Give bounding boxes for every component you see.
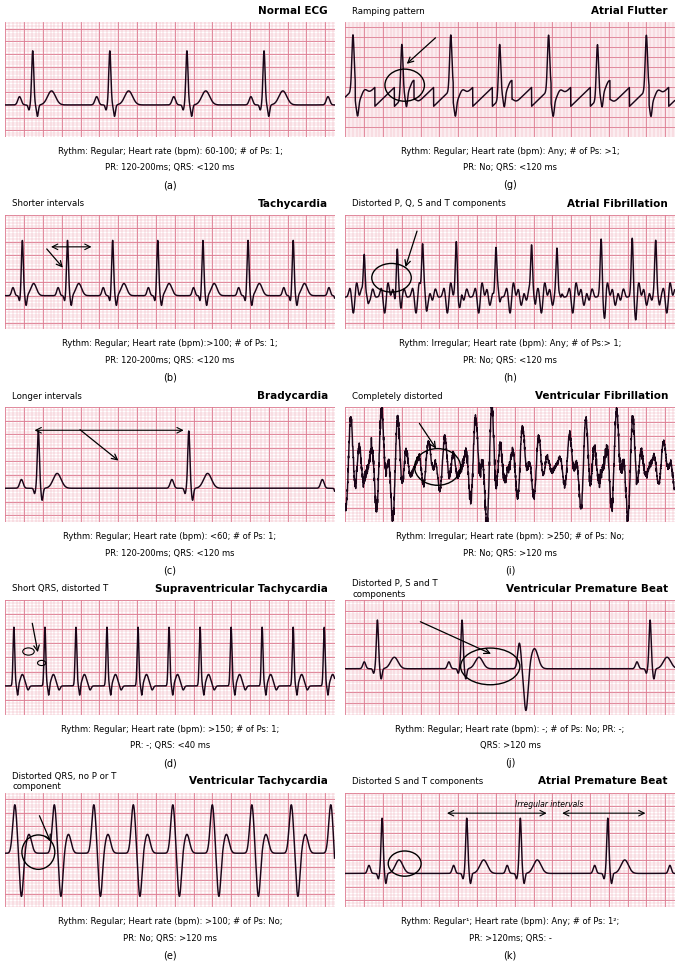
Text: (h): (h) (503, 373, 517, 383)
Text: Bradycardia: Bradycardia (257, 391, 328, 402)
Text: (j): (j) (505, 758, 515, 768)
Text: QRS: >120 ms: QRS: >120 ms (479, 742, 541, 750)
Text: Rythm: Regular; Heart rate (bpm): <60; # of Ps: 1;: Rythm: Regular; Heart rate (bpm): <60; #… (63, 532, 277, 541)
Text: Ventricular Tachycardia: Ventricular Tachycardia (189, 776, 328, 787)
Text: Rythm: Irregular; Heart rate (bpm): >250; # of Ps: No;: Rythm: Irregular; Heart rate (bpm): >250… (396, 532, 624, 541)
Text: Longer intervals: Longer intervals (12, 392, 82, 401)
Text: PR: -; QRS: <40 ms: PR: -; QRS: <40 ms (130, 742, 210, 750)
Text: (b): (b) (163, 373, 177, 383)
Text: (i): (i) (505, 565, 515, 576)
Text: PR: No; QRS: >120 ms: PR: No; QRS: >120 ms (463, 549, 557, 558)
Text: PR: No; QRS: >120 ms: PR: No; QRS: >120 ms (123, 934, 217, 943)
Text: Normal ECG: Normal ECG (258, 6, 328, 16)
Text: (a): (a) (163, 180, 177, 191)
Text: Rythm: Regular; Heart rate (bpm): -; # of Ps: No; PR: -;: Rythm: Regular; Heart rate (bpm): -; # o… (395, 724, 625, 734)
Text: Supraventricular Tachycardia: Supraventricular Tachycardia (155, 584, 328, 594)
Text: Ventricular Fibrillation: Ventricular Fibrillation (534, 391, 668, 402)
Text: Distorted P, S and T
components: Distorted P, S and T components (352, 579, 438, 599)
Text: PR: >120ms; QRS: -: PR: >120ms; QRS: - (469, 934, 551, 943)
Text: (g): (g) (503, 180, 517, 191)
Text: PR: 120-200ms; QRS: <120 ms: PR: 120-200ms; QRS: <120 ms (105, 356, 235, 365)
Text: Ventricular Premature Beat: Ventricular Premature Beat (506, 584, 668, 594)
Text: PR: No; QRS: <120 ms: PR: No; QRS: <120 ms (463, 164, 557, 172)
Text: Rythm: Regular¹; Heart rate (bpm): Any; # of Ps: 1²;: Rythm: Regular¹; Heart rate (bpm): Any; … (401, 917, 619, 926)
Text: Tachycardia: Tachycardia (258, 198, 328, 209)
Text: Shorter intervals: Shorter intervals (12, 199, 84, 208)
Text: Rythm: Irregular; Heart rate (bpm): Any; # of Ps:> 1;: Rythm: Irregular; Heart rate (bpm): Any;… (398, 339, 622, 349)
Text: Distorted QRS, no P or T
component: Distorted QRS, no P or T component (12, 771, 116, 792)
Text: Atrial Fibrillation: Atrial Fibrillation (567, 198, 668, 209)
Text: Distorted P, Q, S and T components: Distorted P, Q, S and T components (352, 199, 506, 208)
Text: Short QRS, distorted T: Short QRS, distorted T (12, 585, 108, 593)
Text: Ramping pattern: Ramping pattern (352, 7, 425, 15)
Text: (d): (d) (163, 758, 177, 768)
Text: Distorted S and T components: Distorted S and T components (352, 777, 483, 786)
Text: (k): (k) (503, 950, 517, 961)
Text: PR: 120-200ms; QRS: <120 ms: PR: 120-200ms; QRS: <120 ms (105, 164, 235, 172)
Text: Rythm: Regular; Heart rate (bpm):>100; # of Ps: 1;: Rythm: Regular; Heart rate (bpm):>100; #… (62, 339, 278, 349)
Text: Irregular intervals: Irregular intervals (515, 799, 583, 809)
Text: PR: 120-200ms; QRS: <120 ms: PR: 120-200ms; QRS: <120 ms (105, 549, 235, 558)
Text: (c): (c) (163, 565, 177, 576)
Text: Atrial Flutter: Atrial Flutter (592, 6, 668, 16)
Text: (e): (e) (163, 950, 177, 961)
Text: Rythm: Regular; Heart rate (bpm): >150; # of Ps: 1;: Rythm: Regular; Heart rate (bpm): >150; … (61, 724, 279, 734)
Text: PR: No; QRS: <120 ms: PR: No; QRS: <120 ms (463, 356, 557, 365)
Text: Completely distorted: Completely distorted (352, 392, 443, 401)
Text: Rythm: Regular; Heart rate (bpm): >100; # of Ps: No;: Rythm: Regular; Heart rate (bpm): >100; … (58, 917, 282, 926)
Text: Rythm: Regular; Heart rate (bpm): Any; # of Ps: >1;: Rythm: Regular; Heart rate (bpm): Any; #… (401, 146, 619, 156)
Text: Rythm: Regular; Heart rate (bpm): 60-100; # of Ps: 1;: Rythm: Regular; Heart rate (bpm): 60-100… (58, 146, 282, 156)
Text: Atrial Premature Beat: Atrial Premature Beat (539, 776, 668, 787)
